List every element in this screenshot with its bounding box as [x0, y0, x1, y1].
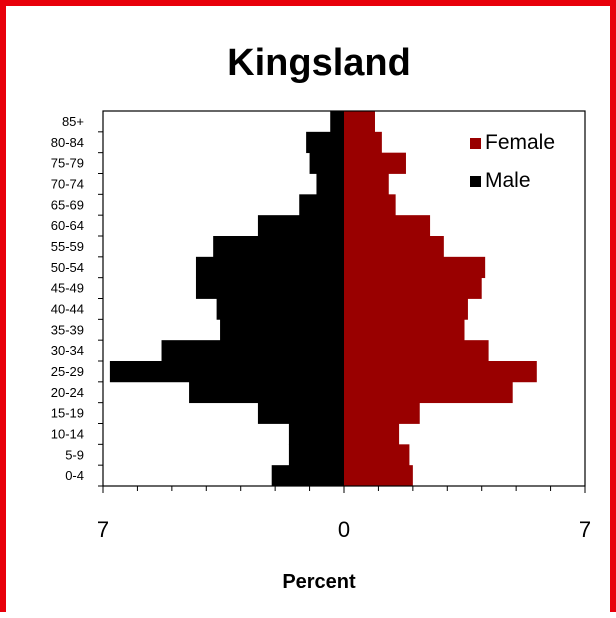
bar-female-50-54: [344, 256, 486, 279]
chart-title: Kingsland: [227, 42, 411, 84]
legend-label-female: Female: [485, 131, 555, 154]
bar-male-55-59: [213, 236, 344, 258]
bar-male-50-54: [195, 256, 344, 279]
bar-male-80-84: [306, 131, 344, 154]
bar-female-5-9: [344, 444, 410, 466]
bar-female-65-69: [344, 194, 396, 216]
y-tick-label-15-19: 15-19: [51, 406, 84, 421]
bar-male-0-4: [271, 465, 344, 487]
bar-male-10-14: [288, 423, 344, 445]
y-tick-label-80-84: 80-84: [51, 135, 84, 150]
bar-female-80-84: [344, 131, 382, 154]
y-tick-label-85+: 85+: [62, 114, 84, 129]
y-tick-label-65-69: 65-69: [51, 197, 84, 212]
bar-female-75-79: [344, 152, 406, 174]
x-tick-label: 7: [97, 517, 109, 542]
legend-swatch-male: [470, 176, 481, 187]
plot-area: 0-4 5-9 10-14 15-19 20-24 25-29 30-34 35-39 40-4…: [51, 110, 591, 542]
y-tick-label-50-54: 50-54: [51, 260, 84, 275]
bar-female-40-44: [344, 298, 468, 320]
bar-male-40-44: [216, 298, 344, 320]
bar-male-60-64: [257, 215, 344, 237]
y-tick-label-40-44: 40-44: [51, 301, 84, 316]
bar-female-35-39: [344, 319, 465, 341]
y-tick-label-20-24: 20-24: [51, 385, 84, 400]
bar-male-85+: [330, 111, 344, 133]
y-tick-label-75-79: 75-79: [51, 156, 84, 171]
y-tick-label-70-74: 70-74: [51, 176, 84, 191]
bar-male-15-19: [257, 402, 344, 424]
bar-female-70-74: [344, 173, 389, 195]
bar-male-35-39: [220, 319, 344, 341]
bar-male-20-24: [189, 381, 344, 404]
legend-swatch-female: [470, 138, 481, 149]
y-tick-label-0-4: 0-4: [65, 468, 84, 483]
y-tick-label-10-14: 10-14: [51, 426, 84, 441]
bar-male-30-34: [161, 340, 344, 362]
bar-female-60-64: [344, 215, 431, 237]
bar-female-55-59: [344, 236, 444, 258]
bar-male-45-49: [195, 277, 344, 299]
population-pyramid-chart: Kingsland 0-4 5-9 10-14 15-19 20-24 25-29 30-3…: [51, 42, 591, 593]
bar-male-25-29: [109, 361, 344, 383]
y-tick-label-5-9: 5-9: [65, 447, 84, 462]
bar-female-15-19: [344, 402, 420, 424]
bar-female-30-34: [344, 340, 489, 362]
bar-female-45-49: [344, 277, 482, 299]
x-tick-label: 0: [338, 517, 350, 542]
x-tick-label: 7: [579, 517, 591, 542]
legend-label-male: Male: [485, 169, 531, 192]
y-tick-label-55-59: 55-59: [51, 239, 84, 254]
y-tick-label-60-64: 60-64: [51, 218, 84, 233]
bar-male-70-74: [316, 173, 344, 195]
y-tick-label-35-39: 35-39: [51, 322, 84, 337]
y-tick-label-45-49: 45-49: [51, 281, 84, 296]
x-axis-label: Percent: [282, 571, 356, 593]
bar-female-85+: [344, 111, 375, 133]
bar-female-25-29: [344, 361, 537, 383]
bar-female-10-14: [344, 423, 400, 445]
bar-male-5-9: [288, 444, 344, 466]
bar-female-20-24: [344, 381, 513, 404]
y-tick-label-30-34: 30-34: [51, 343, 84, 358]
bar-female-0-4: [344, 465, 413, 487]
bar-male-75-79: [309, 152, 344, 174]
bar-male-65-69: [299, 194, 344, 216]
y-tick-label-25-29: 25-29: [51, 364, 84, 379]
